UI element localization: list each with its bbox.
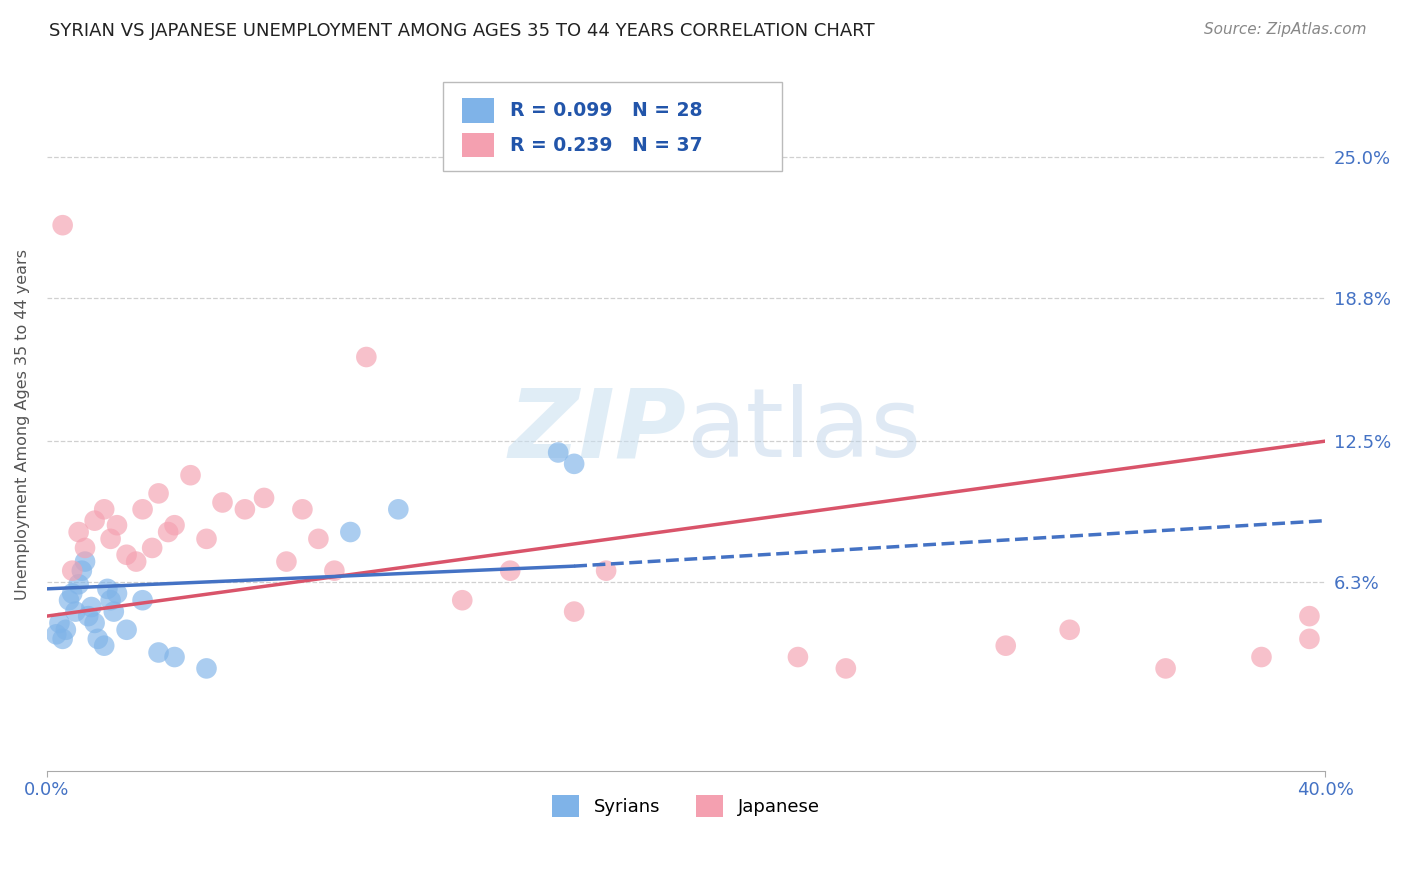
Point: [45, 627, 67, 641]
Point: [595, 564, 617, 578]
Point: [356, 350, 378, 364]
Point: [253, 491, 276, 505]
Point: [141, 541, 163, 555]
Point: [276, 555, 298, 569]
Point: [1154, 661, 1177, 675]
Point: [83, 615, 105, 630]
Point: [562, 605, 585, 619]
Text: SYRIAN VS JAPANESE UNEMPLOYMENT AMONG AGES 35 TO 44 YEARS CORRELATION CHART: SYRIAN VS JAPANESE UNEMPLOYMENT AMONG AG…: [49, 22, 875, 40]
Point: [195, 532, 218, 546]
Point: [1298, 632, 1320, 646]
Text: Source: ZipAtlas.com: Source: ZipAtlas.com: [1204, 22, 1367, 37]
Point: [77, 609, 100, 624]
Y-axis label: Unemployment Among Ages 35 to 44 years: Unemployment Among Ages 35 to 44 years: [15, 249, 30, 599]
Point: [157, 524, 180, 539]
Text: ZIP: ZIP: [508, 384, 686, 477]
Point: [562, 457, 585, 471]
Point: [148, 486, 170, 500]
Text: atlas: atlas: [686, 384, 921, 477]
Point: [83, 514, 105, 528]
Point: [115, 623, 138, 637]
Point: [55, 623, 77, 637]
Text: R = 0.099   N = 28: R = 0.099 N = 28: [509, 101, 702, 120]
Point: [163, 518, 186, 533]
Point: [70, 564, 93, 578]
Point: [163, 650, 186, 665]
Point: [115, 548, 138, 562]
Legend: Syrians, Japanese: Syrians, Japanese: [546, 788, 827, 824]
Point: [180, 468, 202, 483]
Point: [233, 502, 256, 516]
Point: [65, 605, 87, 619]
Point: [323, 564, 346, 578]
Text: R = 0.239   N = 37: R = 0.239 N = 37: [509, 136, 702, 154]
Point: [131, 593, 153, 607]
Point: [96, 582, 118, 596]
Point: [73, 555, 96, 569]
Point: [451, 593, 474, 607]
Point: [73, 541, 96, 555]
Point: [60, 564, 83, 578]
Point: [148, 646, 170, 660]
Point: [547, 445, 569, 459]
Point: [93, 502, 115, 516]
Point: [93, 639, 115, 653]
FancyBboxPatch shape: [463, 133, 495, 157]
Point: [307, 532, 329, 546]
Point: [48, 615, 70, 630]
Point: [100, 593, 122, 607]
Point: [52, 218, 75, 232]
Point: [291, 502, 314, 516]
Point: [499, 564, 522, 578]
Point: [1059, 623, 1081, 637]
Point: [52, 632, 75, 646]
Point: [195, 661, 218, 675]
Point: [339, 524, 361, 539]
Point: [105, 586, 128, 600]
Point: [787, 650, 810, 665]
Point: [211, 495, 233, 509]
FancyBboxPatch shape: [463, 98, 495, 122]
Point: [125, 555, 148, 569]
Point: [58, 593, 80, 607]
Point: [100, 532, 122, 546]
Point: [105, 518, 128, 533]
Point: [1250, 650, 1272, 665]
Point: [87, 632, 110, 646]
Point: [103, 605, 125, 619]
Point: [1298, 609, 1320, 624]
Point: [387, 502, 409, 516]
Point: [80, 600, 103, 615]
Point: [835, 661, 858, 675]
Point: [994, 639, 1017, 653]
FancyBboxPatch shape: [443, 82, 782, 171]
Point: [60, 586, 83, 600]
Point: [67, 577, 90, 591]
Point: [131, 502, 153, 516]
Point: [67, 524, 90, 539]
